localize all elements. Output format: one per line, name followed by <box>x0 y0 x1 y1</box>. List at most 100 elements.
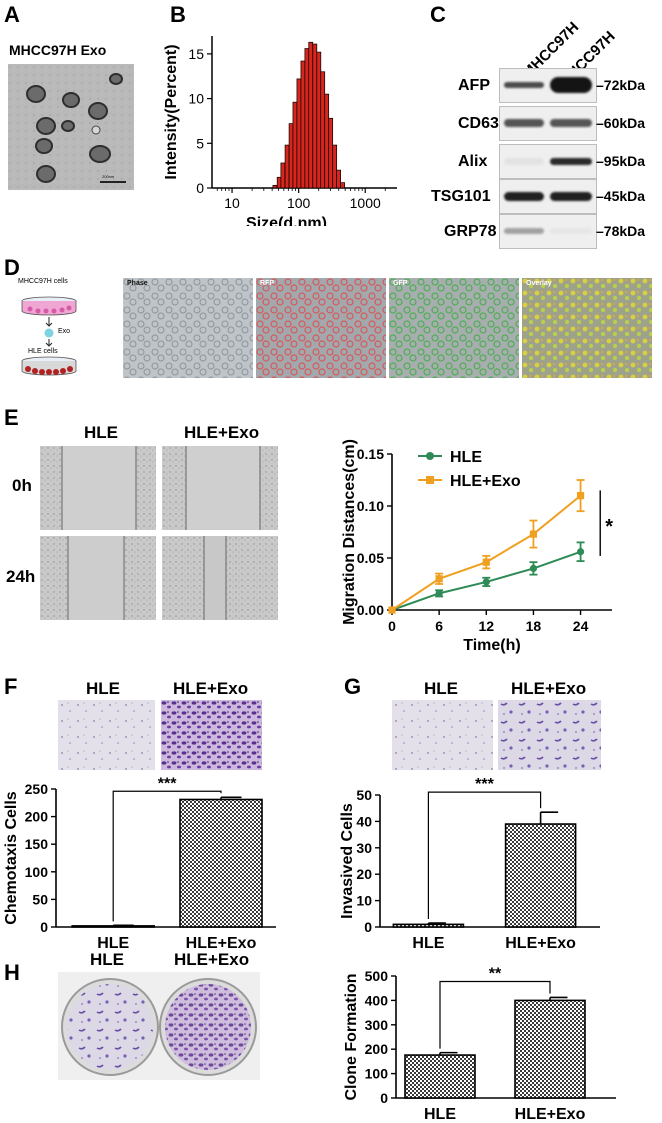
y-tick-label: 50 <box>32 891 48 907</box>
panel-label-e: E <box>4 405 19 430</box>
y-tick-label: 15 <box>188 46 204 62</box>
panel-label-b: B <box>170 2 186 27</box>
wound-hle-exo-24h <box>162 536 278 620</box>
blot-band <box>504 228 544 234</box>
bar-hle <box>392 923 465 928</box>
e-column-hle: HLE <box>84 423 118 442</box>
y-tick-label: 400 <box>365 992 389 1008</box>
x-tick-label: 12 <box>478 618 494 634</box>
chemotaxis-chart: 0 50 100 150 200 250 HLE HLE+Exo *** Chemotaxis C… <box>3 775 276 950</box>
phase-image: Phase <box>123 278 253 378</box>
y-axis-label: Chemotaxis Cells <box>3 791 20 924</box>
y-tick-label: 40 <box>356 813 372 829</box>
blot-protein-label: TSG101 <box>431 188 491 205</box>
chemotaxis-hle-image <box>58 700 155 770</box>
bar-hle <box>404 1054 476 1099</box>
recipient-cells-label: HLE cells <box>28 348 58 355</box>
y-tick-label: 250 <box>25 781 49 797</box>
significance-marker: *** <box>475 776 494 793</box>
y-tick-label: 30 <box>356 840 372 856</box>
y-tick-label: 0 <box>380 1090 388 1106</box>
scale-bar-label: 200nm <box>102 174 115 179</box>
panel-a-title: MHCC97H Exo <box>9 42 107 58</box>
panel-label-f: F <box>4 674 18 699</box>
blot-protein-label: AFP <box>458 77 490 94</box>
histogram-bar <box>312 43 318 189</box>
blot-band <box>504 119 544 127</box>
blot-strip <box>499 106 597 141</box>
bar-hle-exo <box>504 823 577 928</box>
legend-marker <box>426 476 434 484</box>
y-tick-label: 5 <box>196 135 204 151</box>
data-point <box>482 578 490 586</box>
data-point <box>435 589 443 597</box>
histogram-bar <box>304 48 310 189</box>
x-axis-label: Size(d.nm) <box>246 215 327 226</box>
x-category-label: HLE <box>424 1106 456 1120</box>
legend-marker <box>426 452 434 460</box>
y-axis-label: Migration Distances(cm) <box>341 439 358 625</box>
data-point <box>576 548 585 556</box>
x-tick-label: 1000 <box>350 195 381 211</box>
e-row-24h: 24h <box>6 567 36 586</box>
histogram-bar <box>316 51 322 189</box>
panel-label-c: C <box>430 2 446 27</box>
blot-protein-label: Alix <box>458 153 488 170</box>
x-tick-label: 24 <box>573 618 589 634</box>
blot-mw-label: –72kDa <box>596 77 646 93</box>
series-line-hle-exo <box>391 494 582 611</box>
x-category-label: HLE <box>97 935 129 950</box>
g-column-hle: HLE <box>424 679 458 698</box>
x-tick-label: 10 <box>224 195 240 211</box>
x-category-label: HLE+Exo <box>186 935 257 950</box>
x-tick-label: 0 <box>388 618 396 634</box>
y-tick-label: 0 <box>40 919 48 935</box>
histogram-bar <box>308 41 314 189</box>
size-distribution-chart: 0 5 10 15 10 100 1000 Size(d.nm) Intensity(Perce… <box>163 36 397 226</box>
blot-band <box>504 157 544 165</box>
blot-strip <box>499 144 597 179</box>
histogram-bar <box>272 184 278 189</box>
histogram-bar <box>328 117 334 189</box>
data-point <box>576 492 585 500</box>
histogram-bar <box>336 169 341 189</box>
h-column-hle-exo: HLE+Exo <box>174 950 250 969</box>
wound-hle-24h <box>40 536 156 620</box>
h-column-hle: HLE <box>90 950 124 969</box>
histogram-bar <box>292 101 298 189</box>
data-point <box>529 530 538 538</box>
blot-band <box>504 82 544 88</box>
legend-label: HLE+Exo <box>450 473 521 490</box>
exosome-label: Exo <box>58 328 71 335</box>
y-tick-label: 10 <box>356 893 372 909</box>
histogram-bar <box>288 123 294 189</box>
x-tick-label: 6 <box>435 618 443 634</box>
x-tick-label: 100 <box>287 195 311 211</box>
blot-protein-label: CD63 <box>458 115 499 132</box>
y-tick-label: 0.10 <box>357 498 384 514</box>
y-axis-label: Intensity(Percent) <box>163 44 180 179</box>
histogram-bar <box>284 144 290 189</box>
blot-mw-label: –95kDa <box>596 153 646 169</box>
x-category-label: HLE+Exo <box>505 935 576 950</box>
blot-mw-label: –78kDa <box>596 223 646 239</box>
invasion-hle-exo-image <box>498 700 601 770</box>
data-point <box>388 606 396 614</box>
blot-strip <box>499 214 597 249</box>
blot-band <box>550 157 592 165</box>
significance-marker: ** <box>489 965 502 982</box>
significance-bracket <box>439 980 551 1049</box>
y-tick-label: 0 <box>364 919 372 935</box>
chemotaxis-hle-exo-image <box>161 700 262 770</box>
x-category-label: HLE <box>412 935 444 950</box>
blot-strip <box>499 68 597 103</box>
e-column-hle-exo: HLE+Exo <box>184 423 260 442</box>
y-tick-label: 300 <box>365 1017 389 1033</box>
f-column-hle-exo: HLE+Exo <box>173 679 249 698</box>
significance-bracket <box>112 790 222 922</box>
bar-hle-exo <box>514 999 586 1099</box>
blot-mw-label: –45kDa <box>596 188 646 204</box>
y-axis-label: Invasived Cells <box>339 803 356 919</box>
panel-label-g: G <box>344 674 362 699</box>
panel-label-d: D <box>4 255 20 280</box>
